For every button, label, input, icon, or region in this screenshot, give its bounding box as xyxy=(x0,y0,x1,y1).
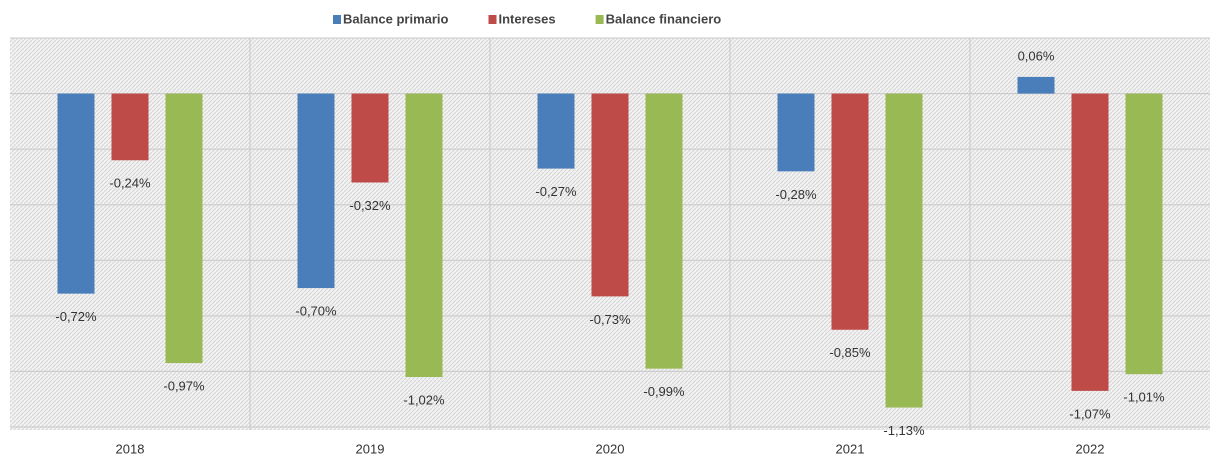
data-label: -1,07% xyxy=(1069,406,1111,421)
data-label: -0,97% xyxy=(163,379,205,394)
data-label: -0,24% xyxy=(109,176,151,191)
bar xyxy=(591,93,629,297)
legend-label: Intereses xyxy=(499,11,556,26)
data-label: -0,85% xyxy=(829,345,871,360)
bar xyxy=(645,93,683,369)
x-tick-label: 2020 xyxy=(596,441,625,456)
data-label: 0,06% xyxy=(1018,48,1055,63)
data-label: -1,13% xyxy=(883,423,925,438)
bar xyxy=(885,93,923,408)
x-tick-label: 2019 xyxy=(356,441,385,456)
bar xyxy=(1071,93,1109,391)
bar xyxy=(831,93,869,330)
data-label: -1,02% xyxy=(403,392,445,407)
data-label: -0,28% xyxy=(775,187,817,202)
bar xyxy=(111,93,149,161)
data-label: -0,27% xyxy=(535,184,577,199)
bar xyxy=(405,93,443,377)
legend-label: Balance primario xyxy=(343,11,449,26)
data-label: -1,01% xyxy=(1123,390,1165,405)
data-label: -0,72% xyxy=(55,309,97,324)
x-tick-label: 2022 xyxy=(1076,441,1105,456)
x-tick-label: 2021 xyxy=(836,441,865,456)
bar xyxy=(297,93,335,289)
data-label: -0,32% xyxy=(349,198,391,213)
data-label: -0,70% xyxy=(295,304,337,319)
legend-swatch xyxy=(333,15,341,24)
legend-swatch xyxy=(488,15,497,24)
bar xyxy=(57,93,95,294)
data-label: -0,99% xyxy=(643,384,685,399)
legend-swatch xyxy=(595,15,604,24)
bar xyxy=(1125,93,1163,375)
bar xyxy=(777,93,815,172)
bar xyxy=(165,93,203,364)
legend: Balance primario Intereses Balance financi… xyxy=(333,11,721,26)
data-label: -0,73% xyxy=(589,312,631,327)
x-tick-label: 2018 xyxy=(116,441,145,456)
bar xyxy=(537,93,575,169)
legend-label: Balance financiero xyxy=(606,11,722,26)
bar xyxy=(1017,76,1055,94)
bar xyxy=(351,93,389,183)
